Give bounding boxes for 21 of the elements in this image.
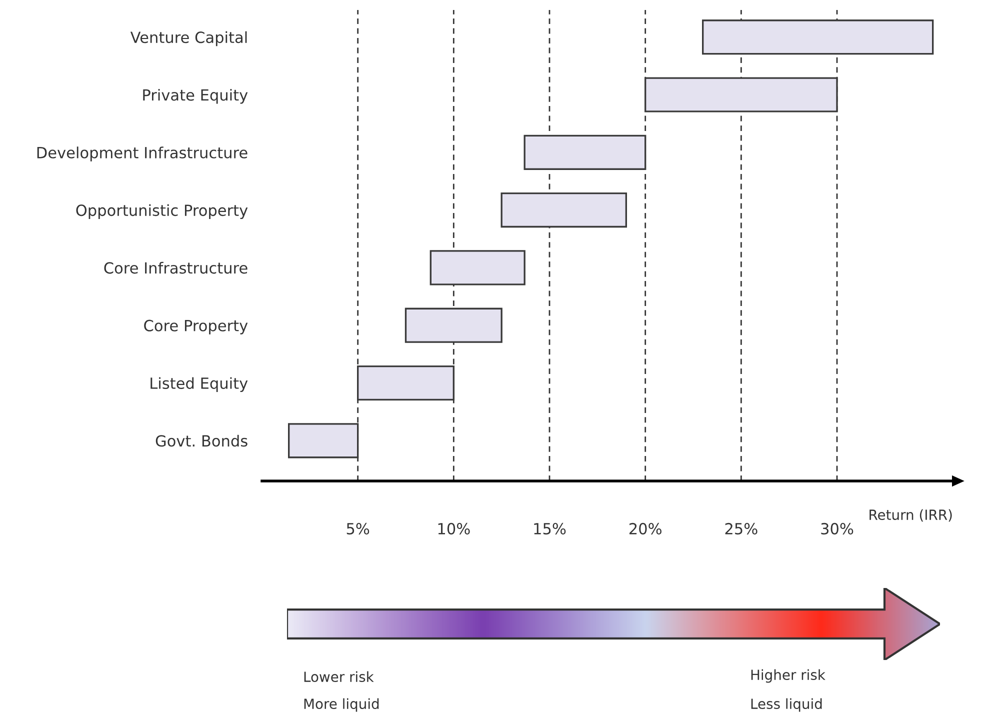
x-axis-title: Return (IRR) [870, 509, 952, 522]
y-tick-label: Venture Capital [130, 31, 247, 46]
bar [644, 77, 838, 112]
y-tick-label: Listed Equity [150, 377, 248, 392]
y-tick-label: Core Property [144, 320, 248, 334]
bar [524, 134, 646, 170]
text: More liquid [304, 698, 379, 712]
text: Less liquid [751, 698, 822, 712]
y-tick-label: Opportunistic Property [76, 204, 248, 220]
y-tick-label: Core Infrastructure [104, 262, 248, 274]
x-tick-label: 10% [438, 522, 470, 534]
x-tick-label: 25% [725, 522, 758, 534]
x-tick-label: 5% [346, 522, 370, 534]
x-tick-label: 30% [821, 522, 854, 534]
text: Higher risk [751, 669, 826, 683]
y-tick-label: Govt. Bonds [156, 434, 248, 447]
text: Lower risk [304, 671, 374, 682]
y-tick-label: Development Infrastructure [37, 146, 248, 162]
y-tick-label: Private Equity [143, 88, 248, 104]
x-tick-label: 20% [629, 522, 662, 534]
x-tick-label: 15% [534, 522, 566, 534]
